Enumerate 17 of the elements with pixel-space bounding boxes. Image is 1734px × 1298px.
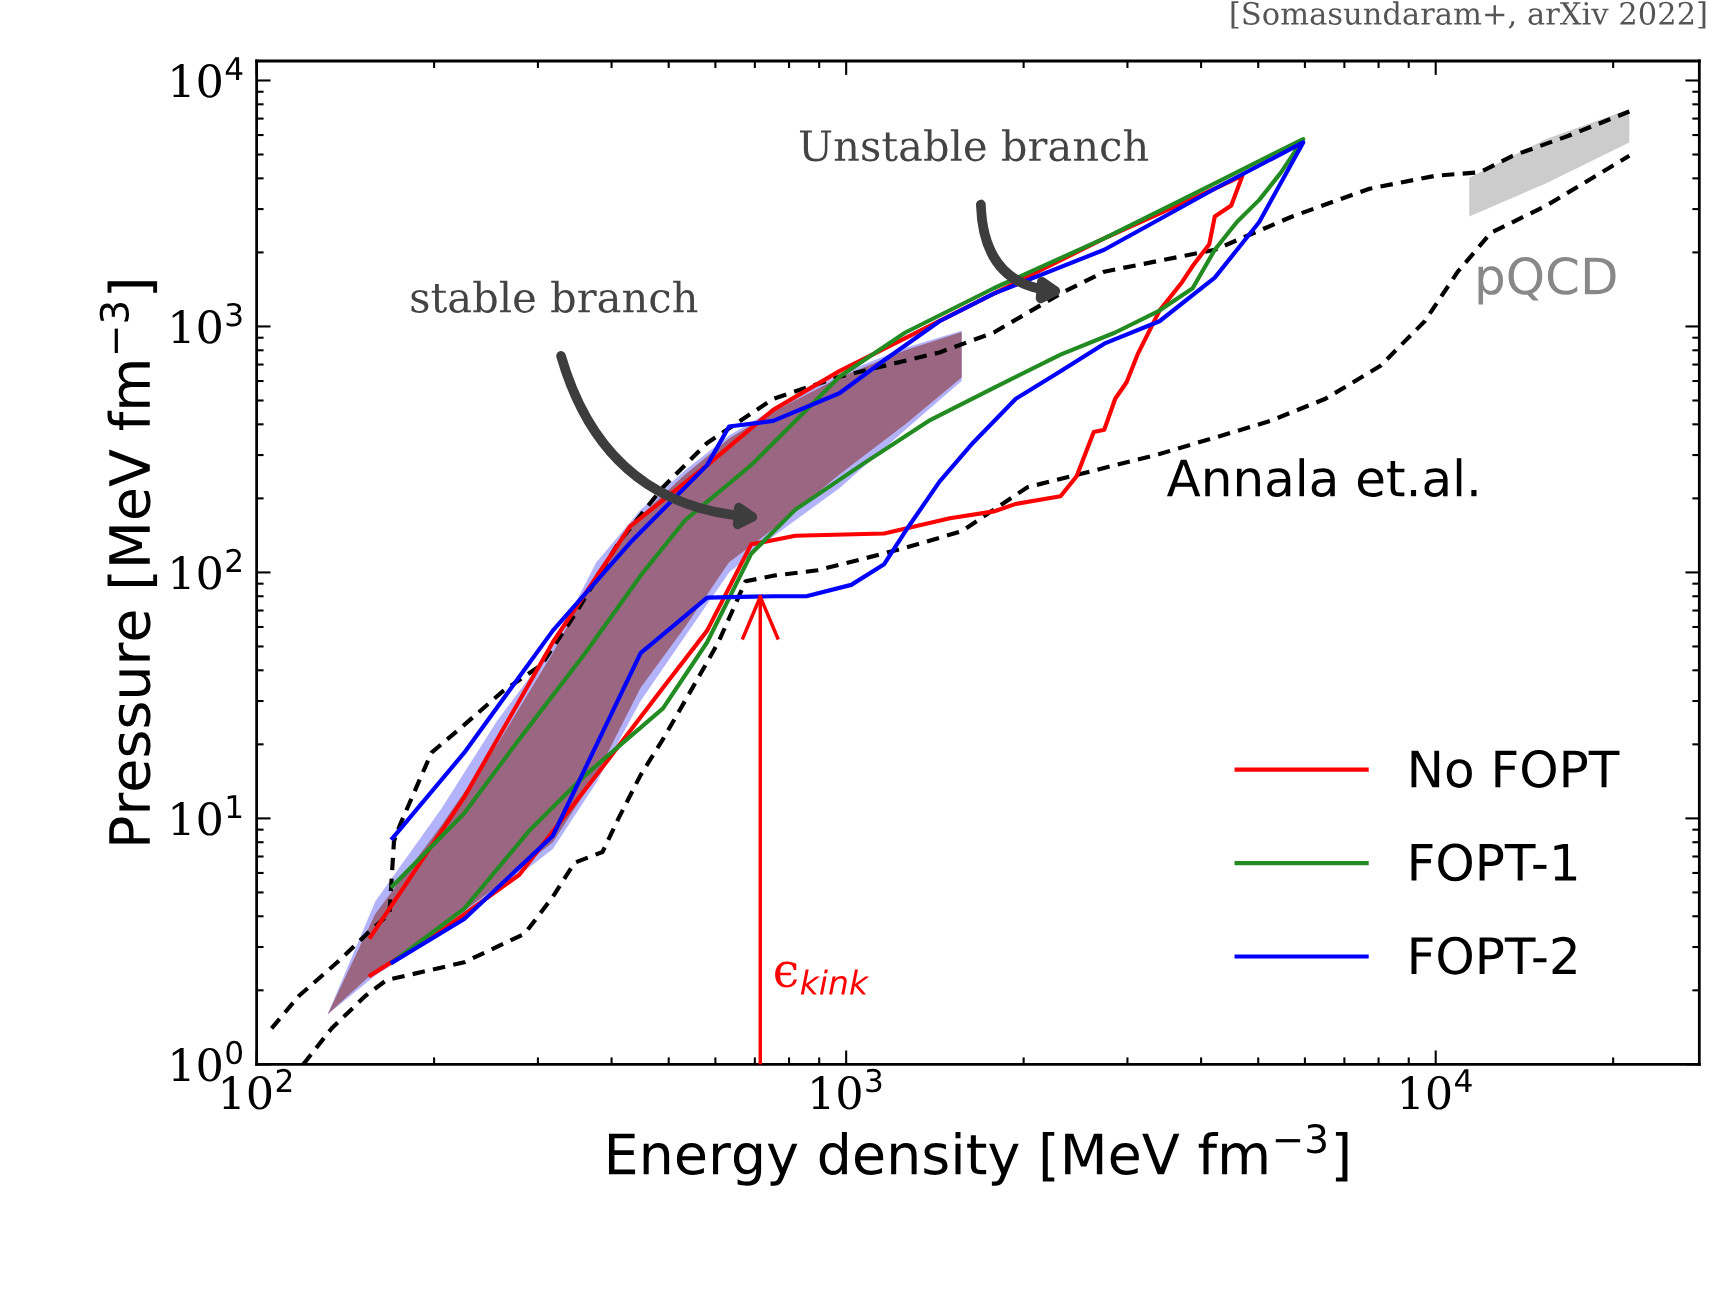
text: [Somasundaram+, arXiv 2022] <box>1231 1 1706 29</box>
y-tick-label: 10$^{4}$ <box>172 57 243 98</box>
y-tick-label: 10$^{3}$ <box>172 302 242 344</box>
annotation: Annala et.al. <box>1166 458 1477 497</box>
x-tick-label: 10$^{4}$ <box>1402 1069 1472 1110</box>
x-axis-title: Energy density [MeV fm$^{−3}$] <box>608 1124 1348 1186</box>
x-tick-label: 10$^{3}$ <box>812 1068 882 1110</box>
text: No FOPT <box>1411 750 1620 788</box>
series-label: pQCD <box>1478 257 1616 305</box>
text: FOPT-2 <box>1411 936 1576 975</box>
annotation: stable branch <box>411 280 698 313</box>
y-axis-title: Pressure [MeV fm$^{−3}$] <box>99 281 158 844</box>
y-tick-label: 10$^{2}$ <box>172 548 241 590</box>
ref-line-label: ϵ$_{kink}$ <box>775 961 870 995</box>
y-tick-label: 10$^{1}$ <box>172 795 242 836</box>
annotation: Unstable branch <box>799 129 1149 162</box>
text: FOPT-1 <box>1411 843 1577 882</box>
